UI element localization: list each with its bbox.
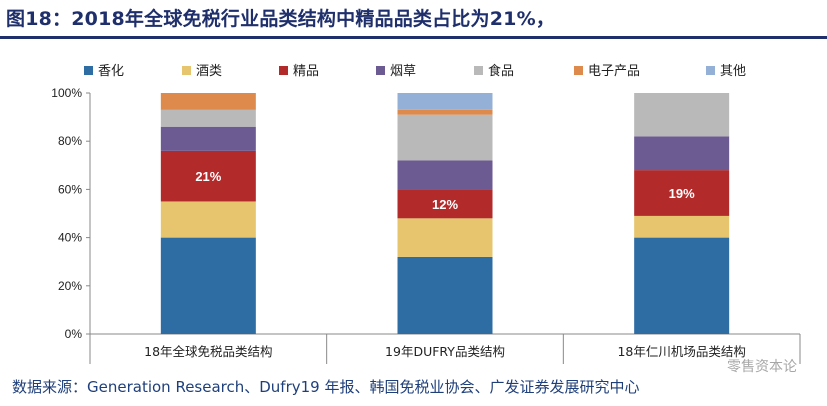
bar-segment <box>160 93 256 110</box>
legend-swatch <box>474 66 483 75</box>
x-category-label: 18年全球免税品类结构 <box>144 344 272 359</box>
bar-segment <box>160 109 256 127</box>
legend-label: 烟草 <box>390 64 416 79</box>
legend-label: 电子产品 <box>588 64 640 79</box>
title-divider <box>0 36 827 39</box>
data-label: 19% <box>669 186 695 201</box>
bar-segment <box>634 136 730 171</box>
legend-label: 酒类 <box>196 64 222 79</box>
legend-label: 其他 <box>720 64 746 79</box>
legend-swatch <box>279 66 288 75</box>
bar-segment <box>397 189 493 219</box>
bar-segment <box>160 201 256 238</box>
legend-label: 香化 <box>98 64 124 79</box>
bar-segment <box>397 109 493 115</box>
bar-segment <box>160 150 256 202</box>
y-tick-label: 60% <box>58 182 82 196</box>
bar-segment <box>397 93 493 110</box>
legend-swatch <box>84 66 93 75</box>
bar-segment <box>397 218 493 257</box>
y-tick-label: 80% <box>58 134 82 148</box>
bar-segment <box>397 256 493 334</box>
legend-label: 食品 <box>488 63 514 79</box>
x-category-label: 19年DUFRY品类结构 <box>385 344 505 359</box>
data-label: 21% <box>195 169 221 184</box>
bar-segment <box>634 215 730 238</box>
y-tick-label: 20% <box>58 279 82 293</box>
stacked-bar-chart: 0% 20% 40% 60% 80% 100% 18年全球免税品类结构 19年DUFRY品类结… <box>51 63 801 364</box>
y-tick-label: 0% <box>65 327 83 341</box>
legend-swatch <box>574 66 583 75</box>
data-label: 12% <box>432 197 458 212</box>
bar-segment <box>160 126 256 151</box>
watermark: 零售资本论 <box>727 359 797 375</box>
bar-segment <box>160 237 256 334</box>
legend-swatch <box>376 66 385 75</box>
y-tick-label: 40% <box>58 231 82 245</box>
bar-segment <box>634 93 730 137</box>
legend-swatch <box>706 66 715 75</box>
bar-segment <box>397 114 493 161</box>
bar-segment <box>397 160 493 190</box>
chart-title: 图18：2018年全球免税行业品类结构中精品品类占比为21%， <box>6 8 556 30</box>
source-note: 数据来源：Generation Research、Dufry19 年报、韩国免税… <box>12 378 640 396</box>
legend-swatch <box>182 66 191 75</box>
bar-segment <box>634 237 730 334</box>
x-category-label: 18年仁川机场品类结构 <box>617 344 745 359</box>
y-tick-label: 100% <box>51 86 82 100</box>
legend-label: 精品 <box>293 64 319 79</box>
bar-segment <box>634 170 730 216</box>
